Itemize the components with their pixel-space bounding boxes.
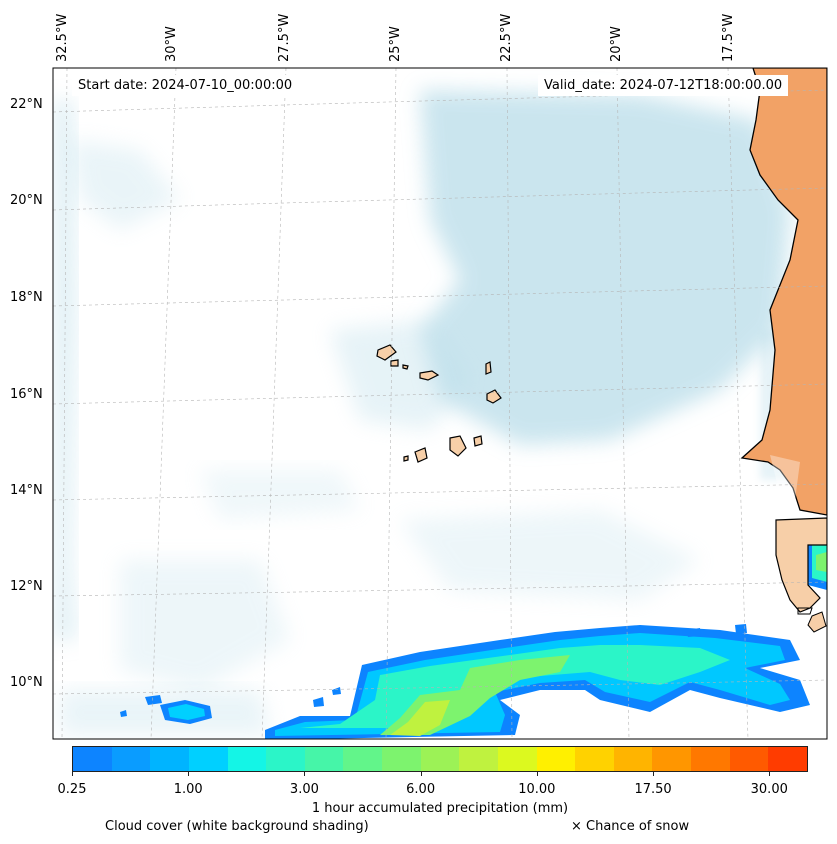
lat-label: 14°N bbox=[10, 483, 43, 498]
colorbar-tick-mark bbox=[420, 772, 422, 776]
colorbar-swatch bbox=[188, 747, 228, 771]
colorbar-tick-mark bbox=[653, 772, 655, 776]
lon-label: 20°W bbox=[609, 26, 624, 62]
colorbar-tick-label: 1.00 bbox=[173, 782, 203, 797]
colorbar-swatch bbox=[459, 747, 498, 771]
lon-label: 25°W bbox=[388, 26, 403, 62]
colorbar-swatch bbox=[652, 747, 691, 771]
colorbar-tick-label: 17.50 bbox=[634, 782, 672, 797]
start-date-label: Start date: 2024-07-10_00:00:00 bbox=[72, 75, 299, 96]
graticule bbox=[53, 68, 827, 739]
colorbar-swatch bbox=[150, 747, 189, 771]
lat-label: 22°N bbox=[10, 97, 43, 112]
colorbar-tick-label: 3.00 bbox=[289, 782, 319, 797]
map-frame bbox=[52, 67, 828, 740]
colorbar-tick-mark bbox=[72, 772, 73, 776]
colorbar-tick-label: 6.00 bbox=[406, 782, 436, 797]
colorbar-swatch bbox=[382, 747, 421, 771]
colorbar-swatch bbox=[266, 747, 305, 771]
lat-label: 20°N bbox=[10, 193, 43, 208]
lon-label: 17.5°W bbox=[721, 13, 736, 62]
colorbar-tick-mark bbox=[536, 772, 538, 776]
colorbar-tick-label: 10.00 bbox=[518, 782, 556, 797]
colorbar-tick-label: 30.00 bbox=[750, 782, 788, 797]
colorbar-swatch bbox=[575, 747, 614, 771]
africa-coast-land bbox=[740, 68, 827, 633]
cape-verde-islands bbox=[376, 344, 502, 463]
lat-label: 12°N bbox=[10, 579, 43, 594]
precipitation-colorbar bbox=[72, 746, 808, 772]
colorbar-title: 1 hour accumulated precipitation (mm) bbox=[311, 801, 569, 816]
colorbar-swatch bbox=[536, 747, 576, 771]
colorbar-tick-mark bbox=[188, 772, 190, 776]
lat-label: 16°N bbox=[10, 387, 43, 402]
lon-label: 30°W bbox=[164, 26, 179, 62]
lon-label: 22.5°W bbox=[499, 13, 514, 62]
colorbar-tick-mark bbox=[769, 772, 771, 776]
colorbar-swatch bbox=[73, 747, 112, 771]
colorbar-swatch bbox=[691, 747, 730, 771]
colorbar-swatch bbox=[497, 747, 537, 771]
cloud-cover-shading bbox=[55, 90, 800, 735]
lon-label: 32.5°W bbox=[55, 13, 70, 62]
colorbar-swatch bbox=[304, 747, 344, 771]
lat-label: 18°N bbox=[10, 290, 43, 305]
cloud-cover-legend: Cloud cover (white background shading) bbox=[105, 819, 369, 834]
colorbar-swatch bbox=[768, 747, 807, 771]
colorbar-tick-mark bbox=[304, 772, 306, 776]
lon-label: 27.5°W bbox=[277, 13, 292, 62]
colorbar-swatch bbox=[227, 747, 267, 771]
snow-legend: × Chance of snow bbox=[571, 819, 690, 834]
colorbar-swatch bbox=[111, 747, 151, 771]
colorbar-swatch bbox=[729, 747, 769, 771]
colorbar-tick-label: 0.25 bbox=[57, 782, 87, 797]
colorbar-swatch bbox=[613, 747, 653, 771]
lat-label: 10°N bbox=[10, 675, 43, 690]
valid-date-label: Valid_date: 2024-07-12T18:00:00.00 bbox=[538, 75, 789, 96]
precipitation-field bbox=[120, 535, 827, 739]
colorbar-swatch bbox=[343, 747, 382, 771]
colorbar-swatch bbox=[420, 747, 460, 771]
